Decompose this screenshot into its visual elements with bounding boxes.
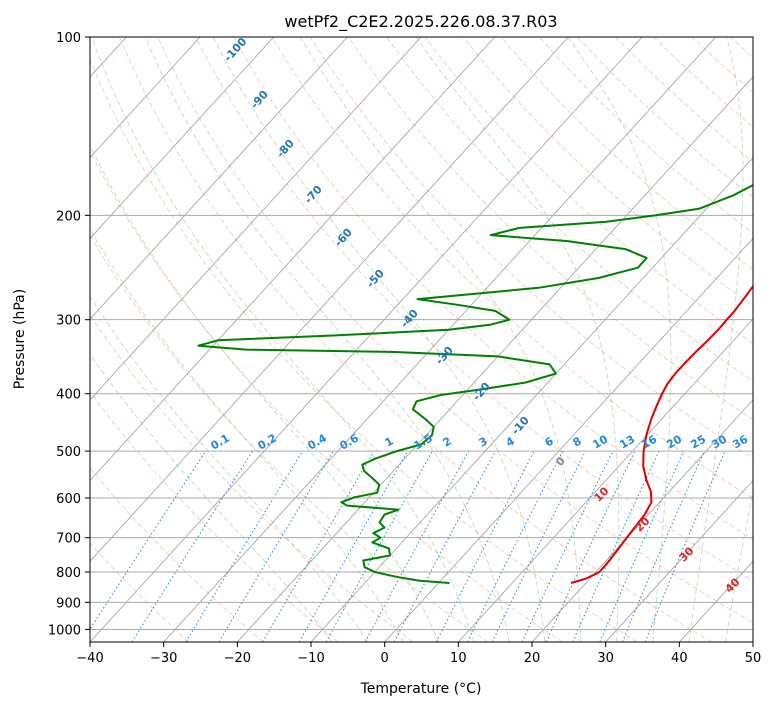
isotherm [310,157,753,642]
isotherm [458,318,753,642]
isotherm [237,76,753,642]
temperature-profile [570,284,753,584]
moist-adiabat [567,37,672,642]
y-tick-label: 600 [56,492,81,507]
y-tick-label: 1000 [48,623,81,638]
isotherm [163,37,717,642]
moist-adiabat [91,37,475,642]
moist-adiabat [725,488,753,642]
isotherm [90,37,422,401]
x-tick-label: −20 [224,651,251,666]
dry-adiabat [90,149,563,642]
moist-adiabat [688,37,744,642]
mixing-ratio-line [325,450,433,642]
y-axis-title: Pressure (hPa) [12,289,28,389]
dry-adiabat [195,37,753,582]
x-tick-label: 0 [381,651,389,666]
dewpoint-profile [197,184,753,584]
moist-adiabat [299,37,582,642]
isotherm [90,37,643,642]
dry-adiabat [271,37,753,500]
profile-lines [197,184,753,584]
y-tick-label: 300 [56,314,81,329]
mixing-ratio-line [621,450,705,642]
x-tick-label: −10 [297,651,324,666]
isotherm [90,37,348,320]
mixing-ratio-line [599,450,685,642]
y-tick-label: 800 [56,566,81,581]
dry-adiabat [118,37,712,642]
isotherm [90,37,275,239]
isotherm [384,237,753,642]
moist-adiabat [90,143,439,642]
mixing-ratio-line [364,450,470,642]
moist-adiabat [144,37,510,642]
mixing-ratio-line [467,450,564,642]
y-tick-label: 100 [56,31,81,46]
x-tick-label: 20 [524,651,541,666]
y-tick-label: 200 [56,209,81,224]
mixing-ratio-line [393,450,496,642]
dry-adiabat [90,58,638,642]
dry-adiabat [424,37,753,344]
isotherm [90,37,201,159]
moist-adiabat [90,227,404,642]
chart-title: wetPf2_C2E2.2025.226.08.37.R03 [284,12,557,32]
isotherm [90,37,569,562]
x-axis-title: Temperature (°C) [360,681,482,697]
dry-adiabat [90,313,414,642]
x-tick-label: −30 [150,651,177,666]
plot-frame [89,36,754,643]
isotherm [605,479,753,642]
moist-adiabat [90,295,369,642]
mixing-ratio-line [131,450,254,642]
moist-adiabat [212,37,546,642]
y-tick-label: 400 [56,388,81,403]
mixing-ratio-line [185,450,304,642]
x-tick-label: 10 [450,651,467,666]
dry-adiabat [386,37,753,382]
y-tick-label: 500 [56,445,81,460]
x-tick-label: −40 [76,651,103,666]
background-lines [90,37,753,642]
y-tick-label: 700 [56,532,81,547]
dry-adiabat [309,37,753,460]
axis-ticks: −40 −30 −20 −10 0 10 20 30 40 50 100 200 300 400 500 60… [48,31,761,666]
dry-adiabat [157,37,753,624]
x-tick-label: 30 [597,651,614,666]
moist-adiabat [415,37,620,642]
mixing-ratio-line [644,450,726,642]
y-tick-label: 900 [56,596,81,611]
mixing-ratio-line [90,450,207,631]
x-tick-label: 40 [671,651,688,666]
x-tick-label: 50 [745,651,762,666]
